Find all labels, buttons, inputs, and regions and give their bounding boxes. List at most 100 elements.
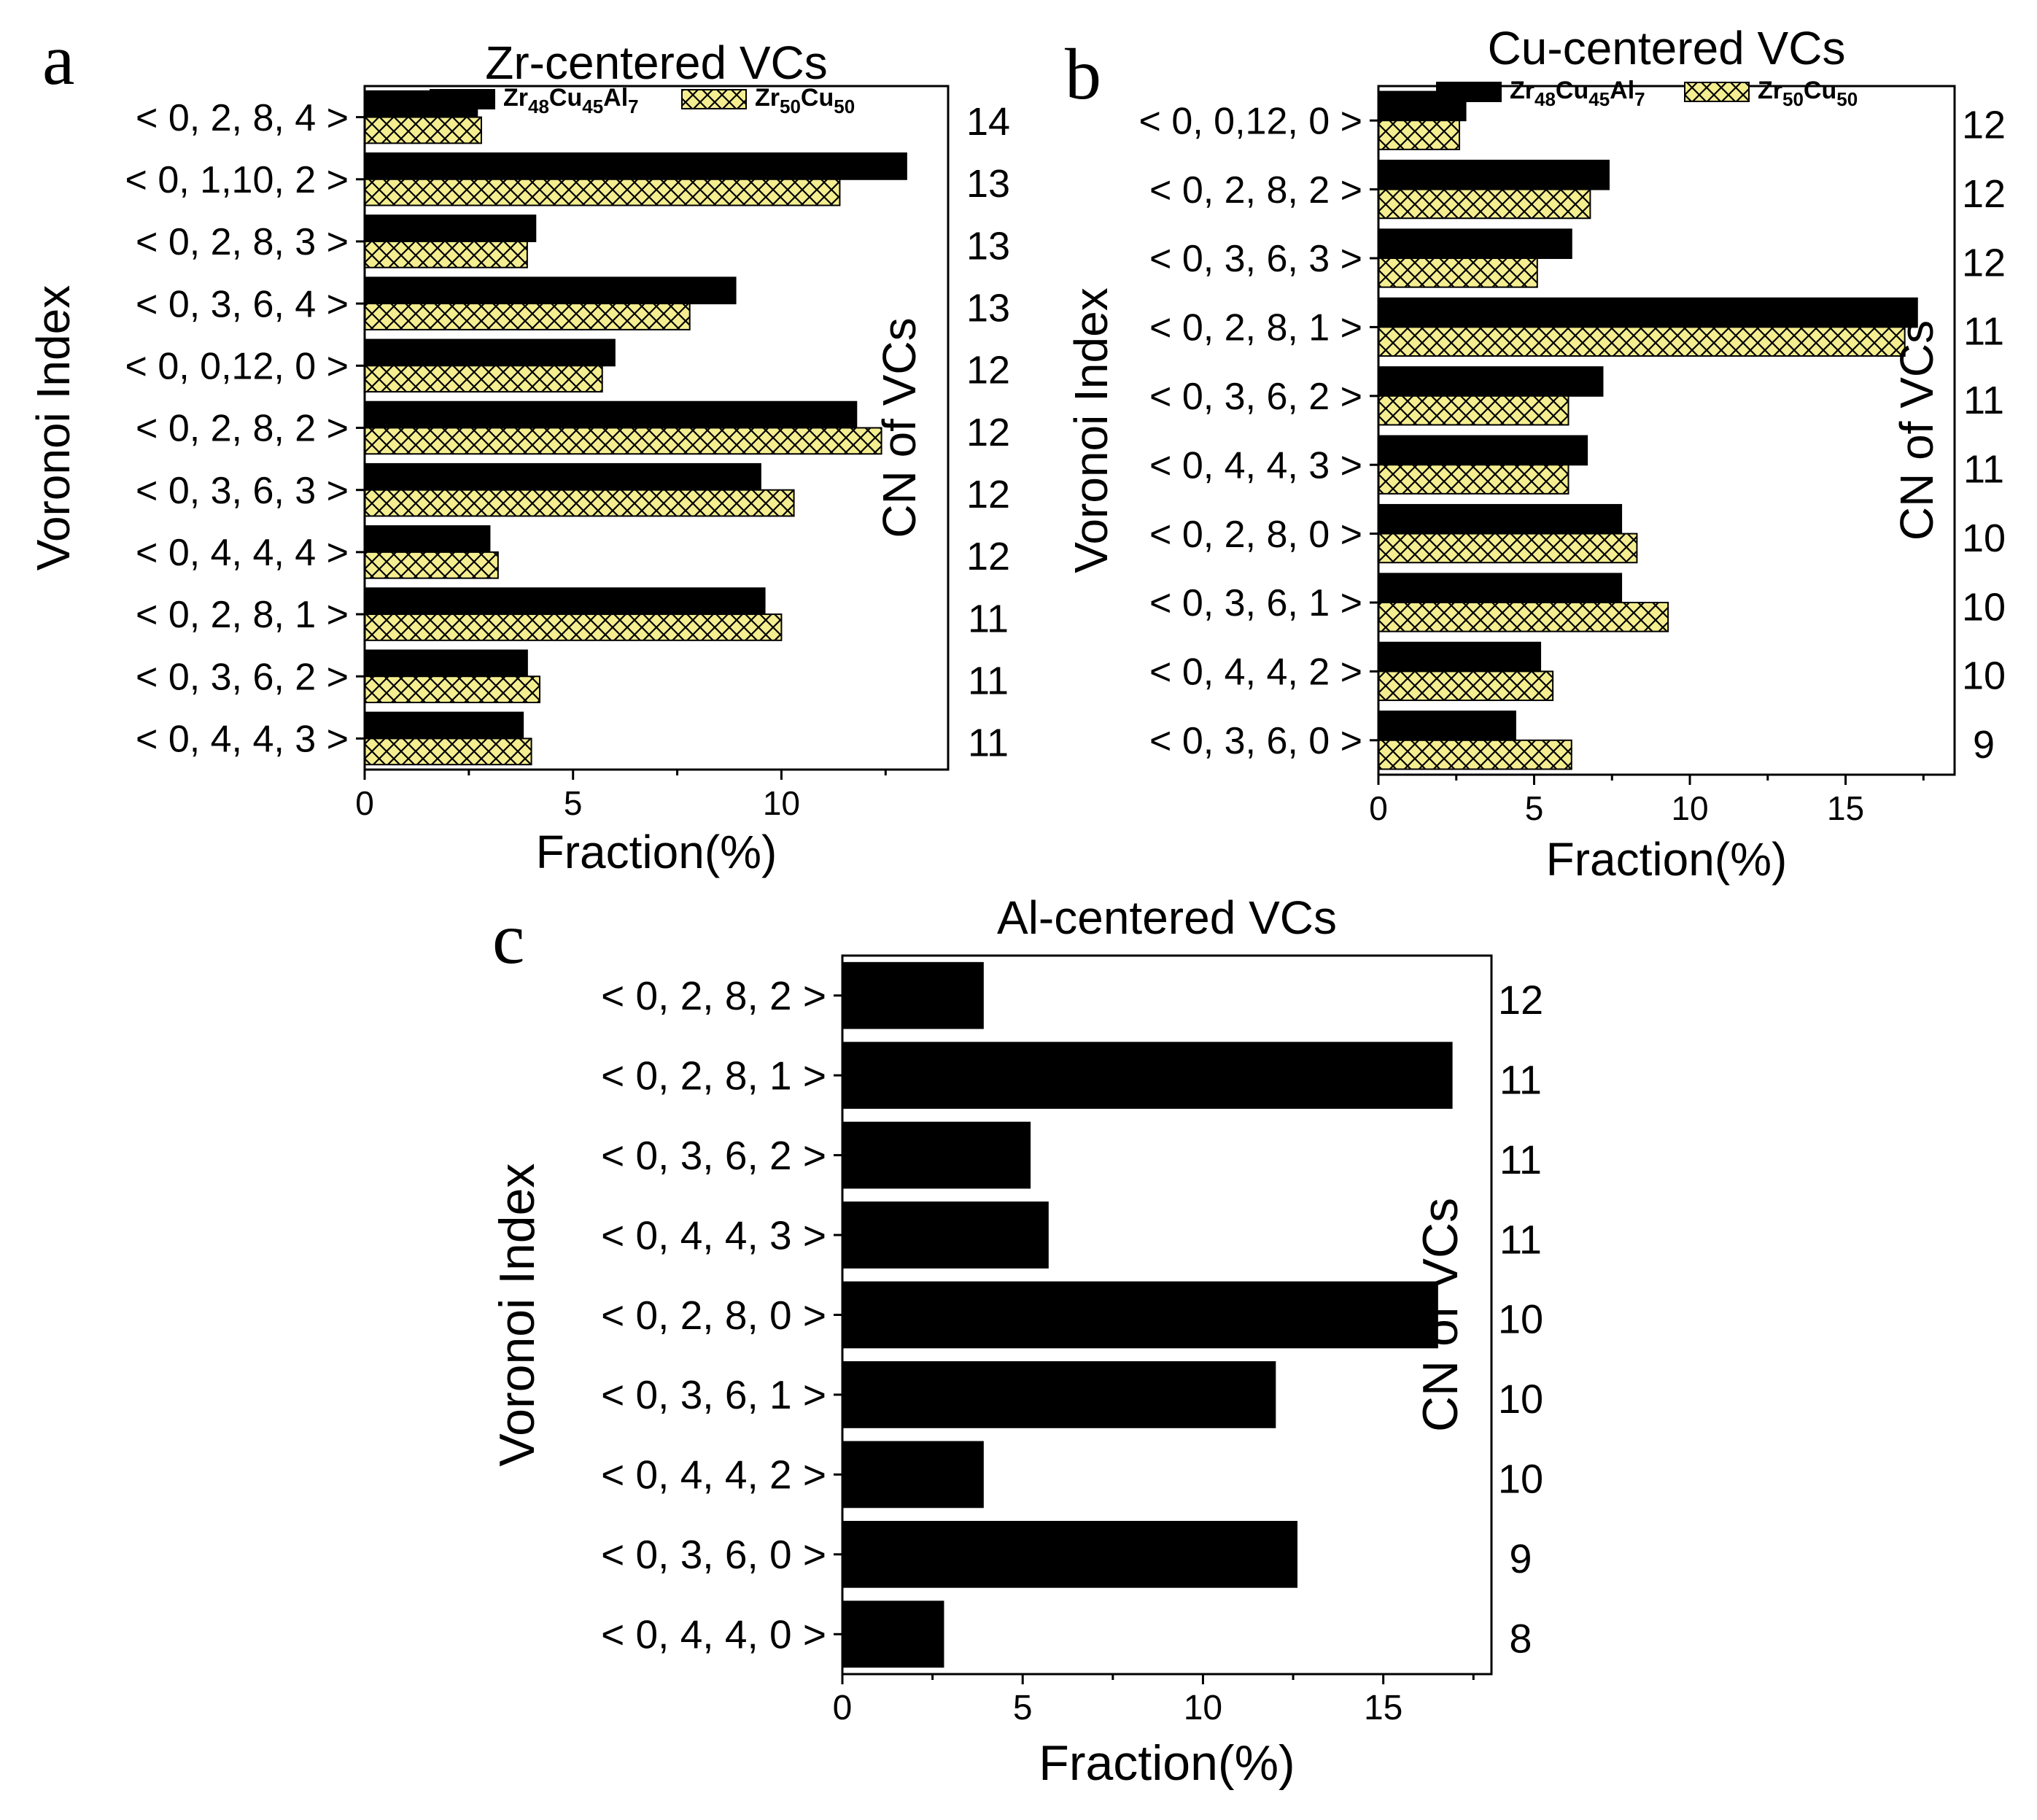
bar-series1 [1378,297,1918,328]
y-tick-label: < 0, 0,12, 0 > [1139,100,1362,142]
cn-label: 12 [1962,241,2006,284]
panel-letter: a [42,19,74,100]
cn-label: 8 [1509,1615,1532,1661]
cn-label: 13 [966,162,1010,206]
cn-label: 12 [966,411,1010,454]
legend: Zr48Cu45Al7 Zr50Cu50 [430,84,855,117]
x-tick-label: 15 [1364,1689,1402,1727]
y-tick-label: < 0, 3, 6, 0 > [1149,720,1362,762]
y-tick-label: < 0, 3, 6, 2 > [136,656,349,698]
bar-series2 [364,675,540,704]
x-tick-label: 15 [1827,789,1864,827]
legend-label: Zr50Cu50 [1758,77,1858,110]
x-tick-label: 10 [1184,1689,1222,1727]
y-axis-label: Voronoi Index [489,1163,545,1467]
bar-series2 [364,240,528,268]
bar-series1 [842,1441,984,1509]
cn-label: 12 [966,473,1010,516]
legend-subscript: 7 [1634,88,1645,110]
x-axis-label: Fraction(%) [1546,833,1788,886]
bar-series2 [364,365,603,393]
bar-series1 [364,276,737,305]
bar-series2 [364,551,499,579]
y-tick-label: < 0, 4, 4, 4 > [136,532,349,574]
bar-series1 [364,462,761,491]
bar-series1 [842,1520,1297,1588]
cn-label: 11 [968,721,1009,765]
bar-series2 [1378,326,1906,357]
bar-series2 [1378,464,1570,495]
x-tick-label: 0 [1369,789,1388,827]
bar-series1 [842,1361,1276,1428]
y-tick-label: < 0, 1,10, 2 > [125,159,349,201]
bar-series1 [364,525,491,553]
y-tick-label: < 0, 4, 4, 3 > [136,719,349,761]
bar-series2 [364,613,783,641]
legend: Zr48Cu45Al7 Zr50Cu50 [1436,77,1858,110]
x-tick-label: 5 [1525,789,1544,827]
legend-label: Zr48Cu45Al7 [1510,77,1645,110]
y-tick-label: < 0, 3, 6, 3 > [136,470,349,512]
legend-subscript: 50 [780,96,801,117]
panel-letter: b [1065,34,1101,115]
legend-swatch [1684,82,1750,102]
bar-series1 [364,338,616,367]
cn-label: 11 [1963,310,2004,354]
y-tick-label: < 0, 3, 6, 3 > [1149,238,1362,280]
bar-series1 [364,214,537,242]
bar-series1 [364,400,858,429]
bar-series1 [1378,641,1542,673]
y-tick-label: < 0, 3, 6, 2 > [601,1133,826,1178]
bar-series1 [1378,573,1623,603]
legend-element: Cu [801,84,834,112]
y-tick-label: < 0, 2, 8, 1 > [136,594,349,636]
legend-element: Cu [1556,77,1588,104]
bar-series2 [1378,188,1591,220]
y-axis-label: Voronoi Index [27,285,79,570]
bar-series2 [1378,602,1669,632]
cn-label: 13 [966,224,1010,268]
cn-label: 13 [966,286,1010,330]
y-tick-label: < 0, 0,12, 0 > [125,346,349,388]
bar-series1 [364,152,907,180]
legend-element: Al [1610,77,1634,104]
cn-label: 11 [1499,1216,1542,1262]
cn-label: 14 [966,100,1010,144]
bar-series2 [1378,395,1570,426]
y-tick-label: < 0, 4, 4, 2 > [1149,651,1362,694]
bar-series2 [1378,120,1461,150]
chart-title: Zr-centered VCs [485,36,827,89]
chart-panel-a: a Zr-centered VCs < 0, 2, 8, 4 > 14 < 0, 1,1… [27,19,1010,878]
legend-element: Zr [755,84,780,112]
bar-series1 [1378,159,1610,190]
y-tick-label: < 0, 4, 4, 2 > [601,1452,826,1498]
legend-element: Al [603,84,628,112]
y-tick-label: < 0, 2, 8, 3 > [136,221,349,263]
cn-label: 11 [1963,379,2004,422]
x-axis-label: Fraction(%) [536,826,777,878]
y-tick-label: < 0, 3, 6, 1 > [1149,582,1362,624]
y-tick-label: < 0, 2, 8, 2 > [136,408,349,450]
y-tick-label: < 0, 2, 8, 4 > [136,97,349,139]
chart-title: Al-centered VCs [997,891,1337,944]
plot-frame [1377,85,1956,776]
bar-series2 [364,178,841,206]
cn-label: 12 [966,349,1010,392]
cn-label: 11 [1499,1136,1542,1182]
legend-subscript: 50 [1836,88,1858,110]
legend-subscript: 7 [628,96,638,117]
chart-title: Cu-centered VCs [1488,22,1846,74]
bar-series1 [1378,435,1588,466]
bar-series2 [1378,257,1538,288]
legend-swatch [681,89,747,109]
x-tick-label: 5 [1013,1689,1033,1727]
cn-label: 11 [1499,1056,1542,1102]
y-tick-label: < 0, 2, 8, 2 > [601,973,826,1018]
cn-label: 9 [1509,1536,1532,1581]
bar-series1 [842,1042,1453,1110]
y-axis-label-right: CN of VCs [1413,1198,1468,1432]
y-tick-label: < 0, 3, 6, 1 > [601,1372,826,1417]
bar-series2 [1378,670,1554,702]
panels-layer: a Zr-centered VCs < 0, 2, 8, 4 > 14 < 0, 1,1… [27,19,2006,1791]
